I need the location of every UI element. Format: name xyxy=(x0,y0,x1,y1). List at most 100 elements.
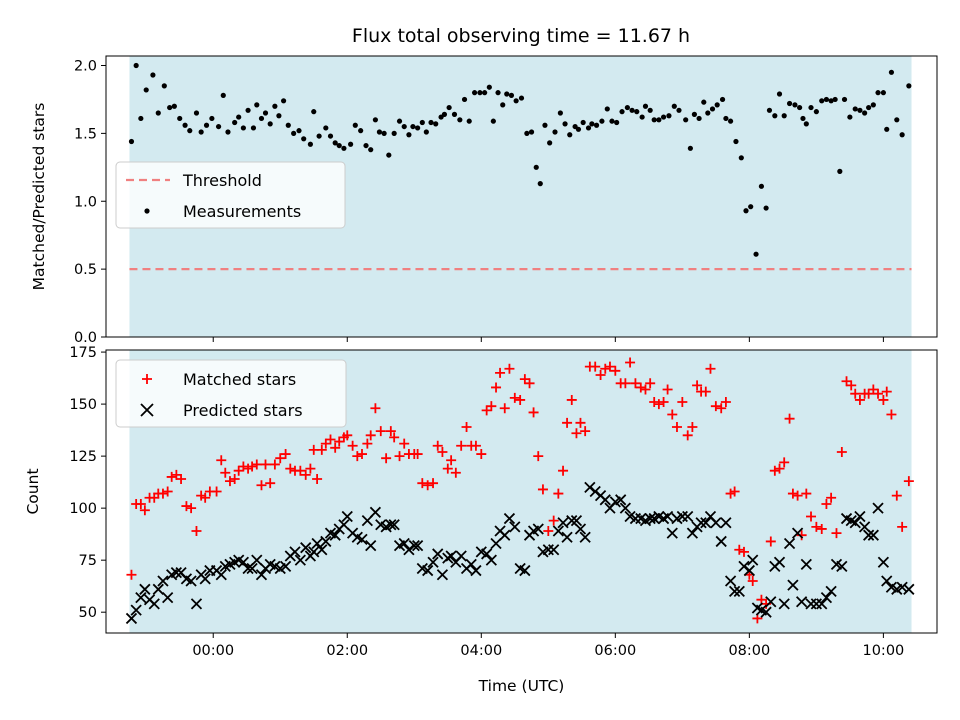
matched-star-point xyxy=(352,451,363,462)
matched-star-point xyxy=(470,440,481,451)
measurement-point xyxy=(589,121,595,127)
matched-star-point xyxy=(126,569,137,580)
predicted-star-point xyxy=(695,517,707,529)
predicted-star-point xyxy=(255,569,268,581)
measurement-point xyxy=(423,129,429,135)
matched-star-point xyxy=(682,430,693,441)
measurement-point xyxy=(307,141,313,147)
matched-star-point xyxy=(456,440,467,451)
measurement-point xyxy=(651,117,657,123)
measurement-point xyxy=(433,121,439,127)
measurement-point xyxy=(719,96,726,103)
measurement-point xyxy=(225,129,231,135)
matched-star-point xyxy=(157,488,168,499)
measurement-point xyxy=(552,129,558,135)
matched-star-point xyxy=(162,486,173,497)
predicted-star-point xyxy=(308,546,320,558)
measurement-point xyxy=(155,110,161,116)
measurement-point xyxy=(128,138,135,145)
predicted-star-point xyxy=(470,564,482,577)
measurement-point xyxy=(642,103,649,109)
predicted-star-point xyxy=(135,591,147,604)
matched-star-point xyxy=(716,403,727,414)
matched-star-point xyxy=(897,521,908,532)
predicted-star-point xyxy=(615,494,627,506)
measurement-point xyxy=(396,118,403,124)
matched-star-point xyxy=(645,378,656,389)
matched-star-point xyxy=(687,421,698,432)
legend-matched-label: Matched stars xyxy=(183,370,296,389)
matched-star-point xyxy=(671,421,682,432)
measurement-point xyxy=(691,111,698,117)
measurement-point xyxy=(508,92,515,98)
matched-star-point xyxy=(446,455,457,466)
measurement-point xyxy=(504,91,510,97)
measurement-point xyxy=(687,145,693,151)
measurement-point xyxy=(585,125,592,131)
x-tick-label: 04:00 xyxy=(460,643,502,659)
matched-star-point xyxy=(600,363,611,374)
measurement-point xyxy=(634,109,640,115)
predicted-star-point xyxy=(686,527,699,539)
y-tick-label: 150 xyxy=(69,397,97,413)
matched-star-point xyxy=(571,428,582,439)
measurement-point xyxy=(386,152,392,158)
predicted-star-point xyxy=(579,531,591,543)
measurement-point xyxy=(743,208,749,214)
predicted-star-point xyxy=(773,556,786,568)
legend-measurement-label: Measurements xyxy=(183,202,301,221)
x-tick-label: 00:00 xyxy=(192,643,234,659)
matched-star-point xyxy=(774,463,785,474)
matched-star-point xyxy=(806,511,817,522)
measurement-point xyxy=(841,96,848,103)
measurement-point xyxy=(624,104,630,111)
matched-star-point xyxy=(389,432,400,443)
predicted-star-point xyxy=(300,542,312,554)
measurement-point xyxy=(671,103,677,109)
matched-star-point xyxy=(437,446,448,457)
matched-star-point xyxy=(640,384,651,395)
matched-star-point xyxy=(784,413,795,424)
matched-star-point xyxy=(850,388,861,399)
matched-star-point xyxy=(836,446,847,457)
matched-star-point xyxy=(216,455,227,466)
axes-frame xyxy=(105,55,938,338)
measurement-point xyxy=(580,119,586,126)
matched-star-point xyxy=(787,488,798,499)
matched-star-point xyxy=(504,363,515,374)
predicted-star-point xyxy=(867,529,879,541)
matched-star-point xyxy=(779,457,790,468)
predicted-star-point xyxy=(720,517,732,529)
y-tick-label: 0.0 xyxy=(74,330,97,346)
measurement-point xyxy=(599,118,605,124)
measurement-point xyxy=(262,110,269,116)
matched-star-point xyxy=(533,451,544,462)
predicted-star-point xyxy=(795,596,808,608)
predicted-star-point xyxy=(481,548,493,560)
y-tick-label: 100 xyxy=(69,501,97,517)
matched-star-point xyxy=(769,465,780,476)
matched-star-point xyxy=(667,409,678,420)
measurement-point xyxy=(461,96,468,103)
measurement-point xyxy=(797,104,803,111)
measurement-point xyxy=(604,106,610,112)
measurement-point xyxy=(513,98,519,104)
matched-star-point xyxy=(285,463,296,474)
matched-star-point xyxy=(580,426,591,437)
predicted-star-point xyxy=(903,583,915,595)
predicted-star-point xyxy=(190,598,203,610)
matched-star-point xyxy=(220,467,231,478)
measurement-point xyxy=(862,110,868,116)
measurement-point xyxy=(847,114,853,120)
measurement-point xyxy=(150,72,156,78)
matched-star-point xyxy=(275,453,286,464)
predicted-star-point xyxy=(816,598,828,610)
y-axis-label: Count xyxy=(24,468,42,514)
matched-star-point xyxy=(135,498,146,509)
measurement-point xyxy=(203,122,210,128)
measurement-point xyxy=(857,107,863,113)
predicted-star-point xyxy=(715,535,727,548)
matched-star-point xyxy=(873,388,884,399)
matched-star-point xyxy=(224,476,235,487)
predicted-star-point xyxy=(552,525,564,537)
